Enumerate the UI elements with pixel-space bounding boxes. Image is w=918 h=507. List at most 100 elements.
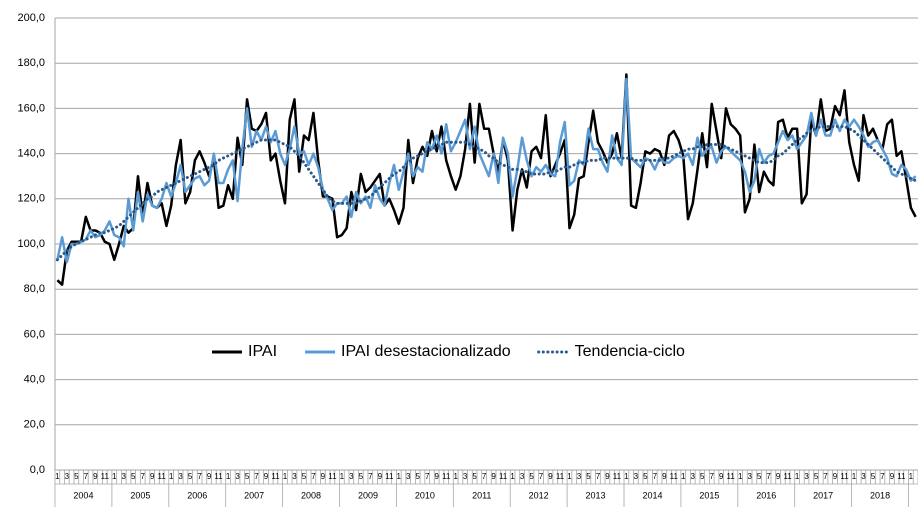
x-tick-label: 7 [539,472,544,481]
x-tick-label: 1 [226,472,231,481]
y-tick-label: 180,0 [17,57,45,69]
x-tick-label: 11 [271,472,280,481]
x-tick-label: 7 [311,472,316,481]
x-tick-label: 5 [814,472,819,481]
x-tick-label: 3 [577,472,582,481]
x-tick-label: 7 [596,472,601,481]
x-tick-label: 5 [188,472,193,481]
x-tick-label: 1 [852,472,857,481]
x-tick-label: 11 [101,472,110,481]
x-tick-label: 11 [670,472,679,481]
y-tick-label: 80,0 [24,283,45,295]
x-tick-label: 1 [624,472,629,481]
x-tick-label: 3 [349,472,354,481]
x-tick-label: 11 [499,472,508,481]
x-tick-label: 1 [397,472,402,481]
x-tick-label: 1 [453,472,458,481]
y-tick-label: 40,0 [24,374,45,386]
x-tick-label: 5 [245,472,250,481]
year-label: 2011 [472,490,491,500]
x-tick-label: 7 [653,472,658,481]
x-tick-label: 7 [710,472,715,481]
year-label: 2014 [642,490,662,500]
x-tick-label: 5 [131,472,136,481]
y-tick-label: 100,0 [17,238,45,250]
x-tick-label: 3 [235,472,240,481]
x-tick-label: 11 [214,472,223,481]
x-tick-label: 11 [158,472,167,481]
x-tick-label: 5 [359,472,364,481]
x-tick-label: 3 [520,472,525,481]
x-tick-label: 3 [122,472,127,481]
x-tick-label: 1 [510,472,515,481]
x-tick-label: 9 [207,472,212,481]
year-label: 2017 [813,490,833,500]
x-tick-label: 9 [491,472,496,481]
x-tick-label: 1 [795,472,800,481]
x-tick-label: 9 [719,472,724,481]
year-label: 2005 [130,490,150,500]
x-tick-label: 3 [65,472,70,481]
x-tick-label: 11 [727,472,736,481]
x-tick-label: 11 [613,472,622,481]
y-tick-label: 0,0 [30,464,45,476]
x-tick-label: 3 [406,472,411,481]
x-tick-label: 11 [840,472,849,481]
x-tick-label: 7 [368,472,373,481]
x-tick-label: 7 [140,472,145,481]
year-label: 2010 [415,490,435,500]
year-label: 2009 [358,490,378,500]
x-tick-label: 11 [328,472,337,481]
y-tick-label: 200,0 [17,12,45,24]
series-line [56,73,917,286]
x-tick-label: 3 [463,472,468,481]
year-label: 2013 [586,490,606,500]
year-label: 2004 [73,490,93,500]
x-tick-label: 9 [605,472,610,481]
x-tick-label: 7 [482,472,487,481]
x-tick-label: 9 [548,472,553,481]
x-tick-label: 1 [340,472,345,481]
x-tick-label: 11 [556,472,565,481]
x-tick-label: 7 [823,472,828,481]
x-tick-label: 1 [738,472,743,481]
y-tick-label: 140,0 [17,148,45,160]
x-tick-label: 7 [880,472,885,481]
x-tick-label: 3 [292,472,297,481]
x-tick-label: 9 [150,472,155,481]
x-tick-label: 5 [472,472,477,481]
x-tick-label: 7 [84,472,89,481]
legend-label: Tendencia-ciclo [575,343,685,360]
x-tick-label: 11 [897,472,906,481]
x-tick-label: 11 [442,472,451,481]
x-tick-label: 3 [804,472,809,481]
x-tick-label: 3 [178,472,183,481]
legend-label: IPAI desestacionalizado [341,343,511,360]
x-tick-label: 9 [321,472,326,481]
x-tick-label: 3 [634,472,639,481]
x-tick-label: 5 [643,472,648,481]
y-tick-label: 60,0 [24,328,45,340]
x-tick-label: 7 [425,472,430,481]
year-label: 2008 [301,490,321,500]
year-label: 2015 [699,490,719,500]
x-tick-label: 1 [283,472,288,481]
y-tick-label: 160,0 [17,102,45,114]
x-tick-label: 1 [112,472,117,481]
x-tick-label: 1 [909,472,914,481]
x-tick-label: 3 [747,472,752,481]
x-tick-label: 1 [55,472,60,481]
x-tick-label: 5 [529,472,534,481]
x-tick-label: 5 [416,472,421,481]
x-tick-label: 11 [385,472,394,481]
year-label: 2016 [756,490,776,500]
x-tick-label: 9 [93,472,98,481]
x-tick-label: 9 [662,472,667,481]
x-tick-label: 9 [434,472,439,481]
x-tick-label: 7 [254,472,259,481]
x-tick-label: 5 [74,472,79,481]
x-tick-label: 9 [833,472,838,481]
x-tick-label: 5 [700,472,705,481]
x-tick-label: 1 [169,472,174,481]
